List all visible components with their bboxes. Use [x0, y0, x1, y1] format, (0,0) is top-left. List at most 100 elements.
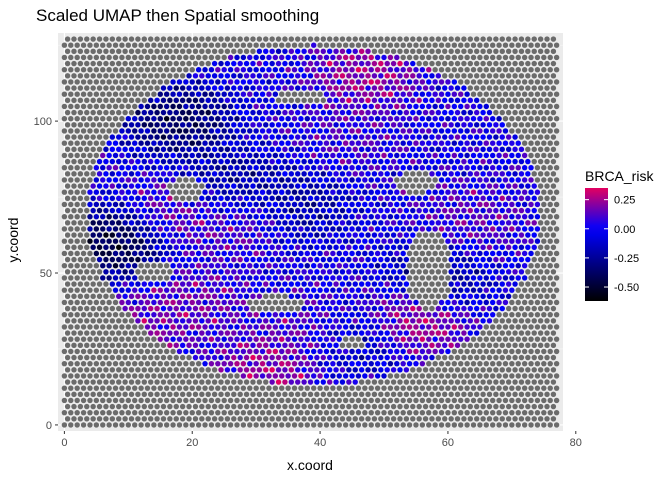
- spot-point: [94, 312, 99, 317]
- spot-point: [183, 398, 188, 403]
- spot-point: [116, 257, 121, 262]
- spot-point: [90, 196, 95, 201]
- spot-point: [71, 343, 76, 348]
- spot-point: [273, 55, 278, 60]
- spot-point: [356, 67, 361, 72]
- spot-point: [234, 349, 239, 354]
- spot-point: [285, 398, 290, 403]
- spot-point: [183, 263, 188, 268]
- spot-point: [263, 61, 268, 66]
- spot-point: [388, 238, 393, 243]
- spot-point: [509, 312, 514, 317]
- spot-point: [218, 330, 223, 335]
- spot-point: [279, 140, 284, 145]
- spot-point: [413, 140, 418, 145]
- spot-point: [148, 343, 153, 348]
- spot-point: [71, 416, 76, 421]
- spot-point: [500, 110, 505, 115]
- spot-point: [90, 208, 95, 213]
- spot-point: [493, 171, 498, 176]
- spot-point: [142, 330, 147, 335]
- spot-point: [439, 79, 444, 84]
- spot-point: [269, 49, 274, 54]
- spot-point: [391, 171, 396, 176]
- spot-point: [381, 349, 386, 354]
- spot-point: [503, 55, 508, 60]
- spot-point: [94, 128, 99, 133]
- spot-point: [113, 251, 118, 256]
- spot-point: [378, 294, 383, 299]
- spot-point: [110, 171, 115, 176]
- spot-point: [471, 336, 476, 341]
- spot-point: [68, 128, 73, 133]
- spot-point: [209, 128, 214, 133]
- spot-point: [177, 214, 182, 219]
- spot-point: [397, 343, 402, 348]
- spot-point: [487, 36, 492, 41]
- spot-point: [116, 208, 121, 213]
- spot-point: [167, 245, 172, 250]
- spot-point: [538, 61, 543, 66]
- spot-point: [253, 140, 258, 145]
- spot-point: [372, 392, 377, 397]
- spot-point: [84, 330, 89, 335]
- spot-point: [253, 116, 258, 121]
- spot-point: [122, 183, 127, 188]
- spot-point: [525, 220, 530, 225]
- spot-point: [308, 232, 313, 237]
- spot-point: [400, 275, 405, 280]
- spot-point: [448, 110, 453, 115]
- spot-point: [129, 171, 134, 176]
- spot-point: [445, 287, 450, 292]
- spot-point: [426, 43, 431, 48]
- spot-point: [324, 263, 329, 268]
- spot-point: [327, 343, 332, 348]
- spot-point: [535, 410, 540, 415]
- spot-point: [180, 281, 185, 286]
- spot-point: [445, 275, 450, 280]
- spot-point: [158, 410, 163, 415]
- spot-point: [554, 177, 559, 182]
- spot-point: [225, 245, 230, 250]
- spot-point: [375, 128, 380, 133]
- spot-point: [190, 263, 195, 268]
- spot-point: [468, 404, 473, 409]
- spot-point: [321, 269, 326, 274]
- spot-point: [538, 232, 543, 237]
- spot-point: [525, 85, 530, 90]
- spot-point: [365, 416, 370, 421]
- spot-point: [333, 134, 338, 139]
- spot-point: [500, 367, 505, 372]
- spot-point: [241, 251, 246, 256]
- spot-point: [311, 349, 316, 354]
- spot-point: [215, 324, 220, 329]
- spot-point: [247, 67, 252, 72]
- spot-point: [388, 153, 393, 158]
- spot-point: [247, 410, 252, 415]
- spot-point: [340, 147, 345, 152]
- spot-point: [78, 147, 83, 152]
- spot-point: [416, 306, 421, 311]
- spot-point: [480, 220, 485, 225]
- spot-point: [68, 67, 73, 72]
- spot-point: [103, 196, 108, 201]
- spot-point: [484, 373, 489, 378]
- spot-point: [247, 275, 252, 280]
- spot-point: [164, 128, 169, 133]
- spot-point: [292, 275, 297, 280]
- spot-point: [158, 361, 163, 366]
- spot-point: [97, 269, 102, 274]
- spot-point: [544, 85, 549, 90]
- spot-point: [78, 269, 83, 274]
- spot-point: [448, 183, 453, 188]
- spot-point: [129, 245, 134, 250]
- spot-point: [209, 116, 214, 121]
- spot-point: [110, 367, 115, 372]
- spot-point: [241, 312, 246, 317]
- spot-point: [512, 208, 517, 213]
- spot-point: [487, 196, 492, 201]
- spot-point: [132, 300, 137, 305]
- spot-point: [385, 49, 390, 54]
- spot-point: [122, 49, 127, 54]
- spot-point: [202, 410, 207, 415]
